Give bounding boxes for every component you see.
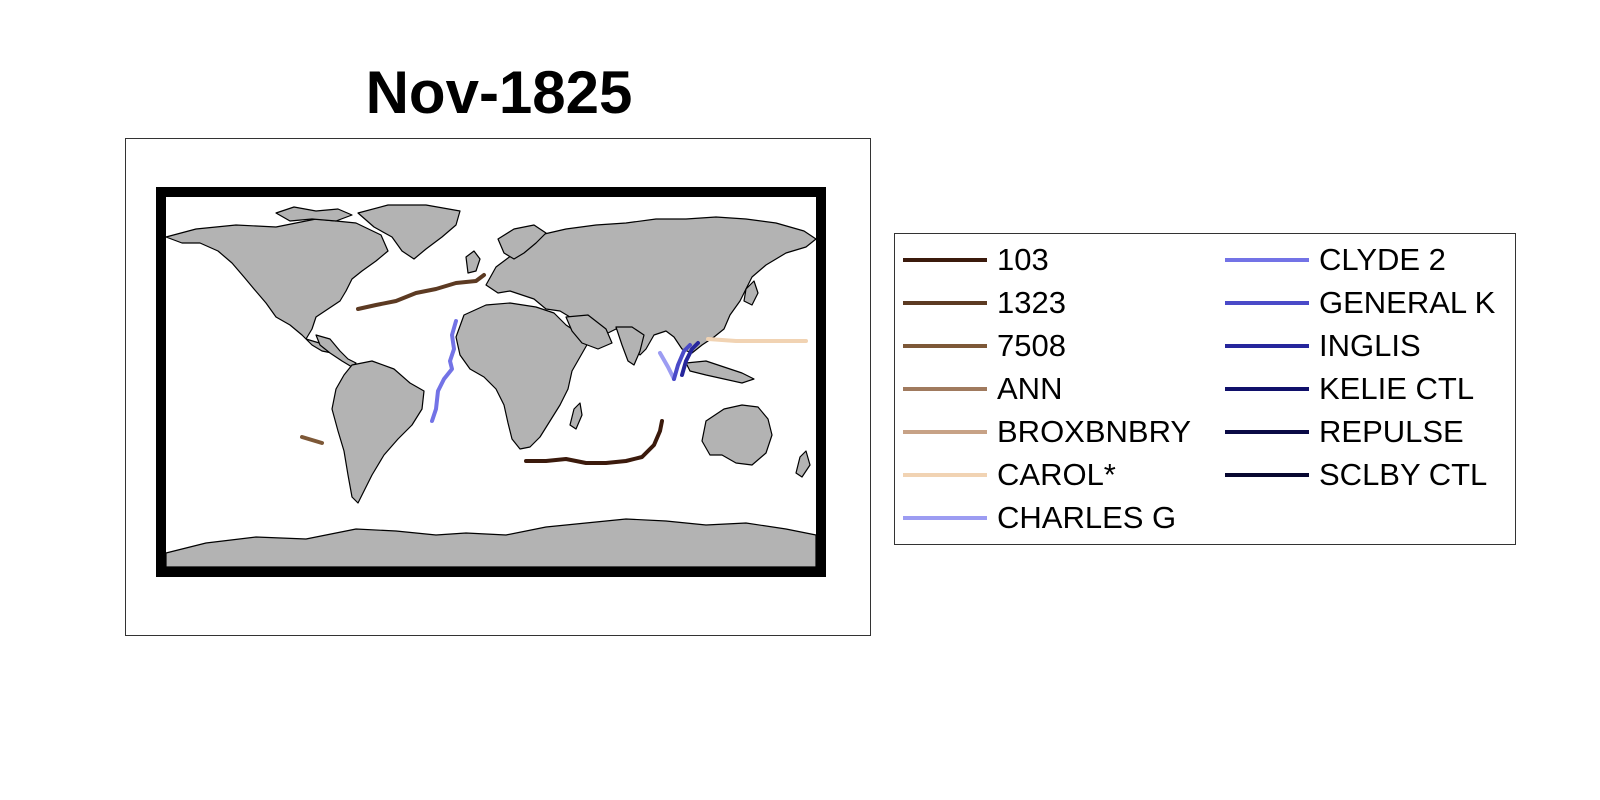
legend-item: CHARLES G (903, 498, 1176, 538)
legend-swatch (903, 301, 987, 305)
land-north-america (165, 218, 389, 354)
land-new-zealand (795, 450, 811, 478)
legend-label: ANN (997, 371, 1063, 406)
legend-item: CAROL* (903, 455, 1116, 495)
map-title: Nov-1825 (365, 59, 633, 126)
track-7508 (300, 435, 324, 445)
legend-swatch (903, 344, 987, 348)
legend-label: CLYDE 2 (1319, 242, 1446, 277)
legend-item: CLYDE 2 (1225, 240, 1446, 280)
landmasses (165, 204, 817, 568)
legend-swatch (1225, 301, 1309, 305)
legend-swatch (903, 473, 987, 477)
land-south-america (331, 360, 425, 504)
legend-item: REPULSE (1225, 412, 1464, 452)
legend-item: BROXBNBRY (903, 412, 1191, 452)
legend-item: 7508 (903, 326, 1066, 366)
track-carol (706, 337, 808, 343)
legend-swatch (903, 516, 987, 520)
land-british-isles (465, 250, 481, 274)
legend: 103 1323 7508 ANN BROXBNBRY CAROL* CHARLES G CL… (894, 233, 1516, 545)
land-india (615, 326, 645, 366)
track-inglis (680, 341, 700, 377)
legend-label: INGLIS (1319, 328, 1421, 363)
land-australia (701, 404, 773, 466)
legend-label: 103 (997, 242, 1049, 277)
land-se-asia-islands (685, 360, 755, 384)
land-antarctica (165, 518, 817, 568)
land-japan (743, 280, 759, 306)
track-general-k (672, 343, 692, 381)
ship-tracks (300, 273, 808, 465)
legend-label: CHARLES G (997, 500, 1177, 535)
legend-label: BROXBNBRY (997, 414, 1192, 449)
land-scandinavia (497, 224, 547, 260)
legend-item: GENERAL K (1225, 283, 1495, 323)
land-africa (455, 302, 589, 450)
legend-swatch (1225, 344, 1309, 348)
legend-label: KELIE CTL (1319, 371, 1475, 406)
track-103 (524, 419, 664, 465)
legend-swatch (903, 387, 987, 391)
legend-label: CAROL* (997, 457, 1116, 492)
legend-swatch (903, 258, 987, 262)
land-arabia (565, 314, 613, 350)
legend-item: 1323 (903, 283, 1066, 323)
legend-label: 1323 (997, 285, 1066, 320)
land-madagascar (569, 402, 583, 430)
world-map (156, 187, 826, 577)
map-panel (125, 138, 871, 636)
legend-swatch (1225, 430, 1309, 434)
legend-item: INGLIS (1225, 326, 1421, 366)
legend-item: SCLBY CTL (1225, 455, 1487, 495)
legend-item: 103 (903, 240, 1049, 280)
track-clyde-2 (430, 319, 458, 423)
land-arctic-islands (275, 206, 353, 222)
legend-swatch (1225, 387, 1309, 391)
track-1323 (356, 273, 486, 311)
legend-label: 7508 (997, 328, 1066, 363)
legend-label: GENERAL K (1319, 285, 1496, 320)
legend-swatch (1225, 473, 1309, 477)
legend-item: KELIE CTL (1225, 369, 1474, 409)
legend-swatch (903, 430, 987, 434)
legend-swatch (1225, 258, 1309, 262)
land-greenland (357, 204, 461, 260)
track-charles-g (658, 351, 676, 381)
legend-label: REPULSE (1319, 414, 1464, 449)
legend-item: ANN (903, 369, 1062, 409)
legend-label: SCLBY CTL (1319, 457, 1488, 492)
